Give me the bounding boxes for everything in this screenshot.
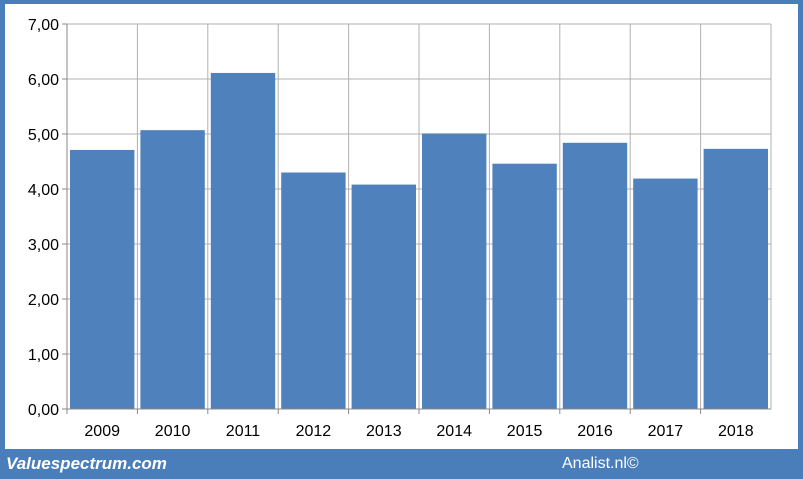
y-tick-label: 4,00: [28, 182, 59, 199]
bar-2011: [210, 72, 276, 409]
x-tick-label: 2017: [648, 423, 684, 440]
y-tick-label: 2,00: [28, 292, 59, 309]
bar-2013: [351, 184, 416, 409]
x-tick-label: 2011: [226, 423, 261, 440]
x-tick-label: 2009: [84, 423, 120, 440]
y-tick-label: 3,00: [28, 237, 59, 254]
y-tick-label: 7,00: [28, 17, 59, 34]
x-tick-label: 2018: [718, 423, 754, 440]
bar-2012: [281, 172, 346, 409]
bar-2016: [562, 142, 628, 410]
y-tick-label: 0,00: [28, 402, 59, 419]
x-tick-label: 2012: [296, 423, 332, 440]
bar-2015: [492, 163, 557, 409]
footer-copyright: Analist.nl©: [562, 455, 639, 472]
x-tick-label: 2015: [507, 423, 543, 440]
bar-chart: 0,00 1,00 2,00 3,00 4,00 5,00 6,00 7,00 2009 2010…: [28, 17, 772, 440]
footer-site-name: Valuespectrum.com: [6, 454, 167, 473]
chart-panel: 0,00 1,00 2,00 3,00 4,00 5,00 6,00 7,00 2009 2010…: [5, 4, 798, 449]
bar-2018: [703, 148, 768, 409]
y-tick-label: 1,00: [28, 347, 59, 364]
y-tick-label: 6,00: [28, 72, 59, 89]
y-tick-label: 5,00: [28, 127, 59, 144]
x-tick-label: 2010: [155, 423, 191, 440]
bar-2017: [633, 178, 698, 409]
x-tick-label: 2013: [366, 423, 402, 440]
x-tick-label: 2014: [436, 423, 472, 440]
x-tick-label: 2016: [577, 423, 613, 440]
bar-2014: [422, 133, 487, 409]
bar-2010: [140, 130, 205, 409]
bar-2009: [70, 149, 135, 409]
